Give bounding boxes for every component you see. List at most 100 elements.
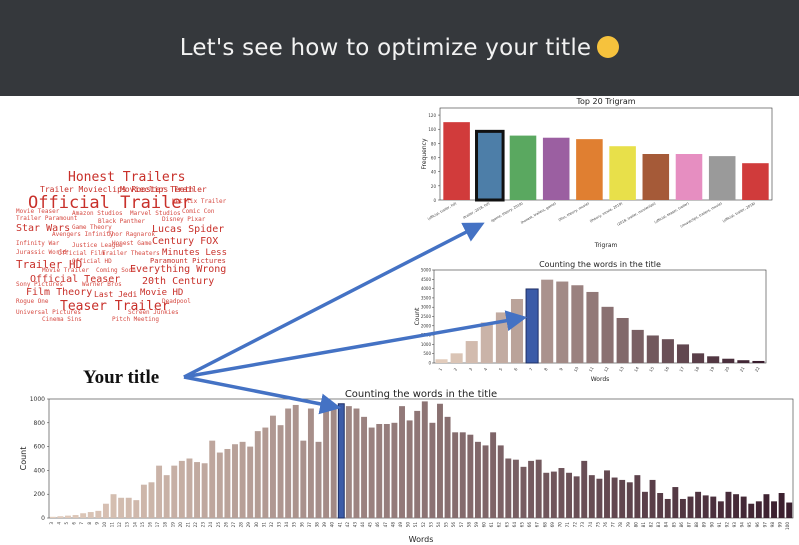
- bar: [323, 407, 330, 518]
- wordcloud-small-word: Official HD: [72, 258, 112, 265]
- your-title-label: Your title: [83, 367, 160, 388]
- wordcloud-small-word: Screen Junkies: [128, 309, 179, 316]
- x-tick-label: 69: [550, 522, 555, 528]
- y-tick-label: 4500: [421, 277, 432, 282]
- x-tick-label: 2: [453, 367, 459, 372]
- bar: [391, 422, 398, 518]
- wordcloud-word: 20th Century: [142, 276, 215, 287]
- x-tick-label: 7: [79, 522, 84, 525]
- wordcloud-word: Teaser Trailer: [60, 299, 170, 314]
- y-axis-label: Count: [414, 307, 421, 325]
- bar: [710, 496, 717, 518]
- x-tick-label: 55: [444, 522, 449, 528]
- plot-frame: [439, 107, 773, 201]
- bar: [550, 471, 557, 518]
- x-tick-label: 29: [246, 522, 251, 528]
- bar: [497, 445, 504, 518]
- x-tick-label: 53: [428, 522, 433, 528]
- bar: [742, 163, 769, 200]
- bar: [368, 427, 375, 518]
- x-tick-label: (film, theory, movie): [558, 201, 591, 222]
- bar: [520, 466, 527, 518]
- x-tick-label: 64: [512, 522, 517, 528]
- x-tick-label: 22: [754, 365, 761, 372]
- bar: [163, 475, 170, 518]
- bar: [525, 288, 539, 364]
- x-tick-label: 11: [588, 365, 595, 372]
- bar: [581, 460, 588, 518]
- x-tick-label: 86: [679, 522, 684, 528]
- bar: [80, 513, 87, 518]
- x-tick-label: 26: [223, 522, 228, 528]
- x-tick-label: 17: [678, 365, 685, 372]
- wordcloud-small-word: Pitch Meeting: [112, 316, 159, 323]
- bar: [528, 460, 535, 518]
- x-tick-label: 7: [528, 367, 534, 372]
- x-tick-label: 14: [132, 522, 137, 528]
- bar: [209, 440, 216, 518]
- x-tick-label: 15: [140, 522, 145, 528]
- x-tick-label: 40: [330, 522, 335, 528]
- bar: [664, 498, 671, 518]
- x-tick-label: 83: [656, 522, 661, 528]
- bar: [437, 403, 443, 518]
- wordcloud-small-word: Justice League: [72, 242, 123, 249]
- x-tick-label: 97: [762, 522, 767, 528]
- bar: [556, 281, 569, 363]
- bar: [414, 410, 421, 518]
- x-tick-label: 5: [64, 522, 69, 525]
- bar: [337, 403, 345, 519]
- bar: [239, 441, 246, 518]
- x-tick-label: 59: [474, 522, 479, 528]
- bar: [495, 312, 508, 363]
- x-tick-label: 60: [482, 522, 487, 528]
- x-tick-label: 73: [580, 522, 585, 528]
- x-tick-label: 91: [717, 522, 722, 528]
- wordcloud-word: Honest Trailers: [68, 170, 186, 185]
- bar: [95, 510, 102, 518]
- x-tick-label: 34: [284, 522, 289, 528]
- y-tick-label: 1500: [421, 333, 432, 338]
- x-tick-label: 32: [269, 522, 274, 528]
- bar: [353, 408, 360, 518]
- x-tick-label: 17: [155, 522, 160, 528]
- y-tick-label: 0: [433, 198, 436, 203]
- x-tick-label: 42: [345, 522, 350, 528]
- x-tick-label: 43: [352, 522, 357, 528]
- bar: [748, 503, 755, 518]
- bar: [558, 468, 565, 518]
- bar: [435, 359, 448, 363]
- x-tick-label: 68: [542, 522, 547, 528]
- x-tick-label: 5: [498, 367, 504, 372]
- wordcloud-small-word: Official Film: [58, 250, 105, 257]
- bar: [292, 404, 299, 518]
- bar: [315, 441, 322, 518]
- wordcloud-small-word: Trailer Paramount: [16, 215, 78, 222]
- bar: [634, 475, 641, 518]
- wordcloud-small-word: Sony Pictures: [16, 281, 63, 288]
- x-tick-label: 44: [360, 522, 365, 528]
- x-tick-label: 28: [239, 522, 244, 528]
- bar: [619, 479, 626, 518]
- x-tick-label: 75: [595, 522, 600, 528]
- x-tick-label: 65: [519, 522, 524, 528]
- wordcloud-word: Official Teaser: [30, 274, 121, 285]
- x-tick-label: 18: [693, 365, 700, 372]
- wordcloud-word: Century FOX: [152, 236, 219, 247]
- bar: [277, 425, 284, 518]
- bar: [307, 408, 314, 518]
- bar: [450, 353, 463, 363]
- x-tick-label: (theory, movie, 2019): [589, 201, 624, 223]
- x-tick-label: 92: [724, 522, 729, 528]
- bar: [87, 512, 94, 518]
- header-title-text: Let's see how to optimize your title: [179, 35, 592, 61]
- bar: [778, 493, 785, 518]
- x-tick-label: (official, trailer, 2018): [722, 201, 757, 223]
- bar: [535, 459, 542, 518]
- bar: [490, 432, 497, 518]
- x-tick-label: 6: [513, 367, 519, 372]
- bar: [755, 501, 762, 518]
- x-tick-label: 66: [527, 522, 532, 528]
- bar: [740, 496, 747, 518]
- x-tick-label: 15: [648, 365, 655, 372]
